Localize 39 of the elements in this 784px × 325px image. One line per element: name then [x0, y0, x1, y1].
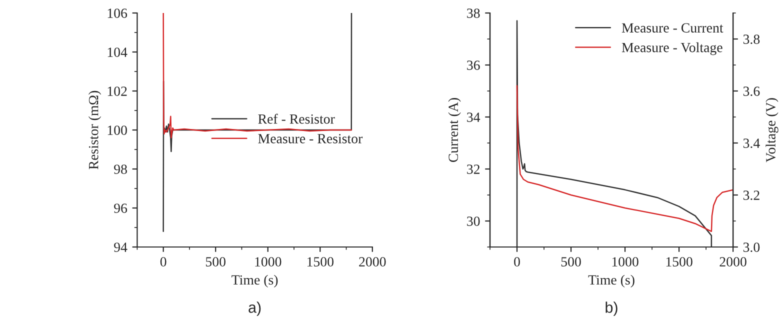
x-tick-label: 1500 — [307, 257, 334, 266]
y-tick-label: 100 — [108, 126, 127, 135]
y-axis-title: Resistor (mΩ) — [88, 90, 102, 170]
x-tick-label: 1000 — [255, 257, 282, 266]
y-tick-label: 96 — [114, 204, 128, 213]
x-tick-label: 0 — [514, 257, 520, 266]
y-axis-title: Current (A) — [448, 98, 461, 162]
line-series — [516, 85, 734, 232]
y-tick-label: 94 — [114, 242, 128, 252]
x-axis-title: Time (s) — [232, 274, 278, 288]
legend-label: Measure - Resistor — [258, 134, 363, 144]
y2-tick-label: 3.4 — [743, 138, 760, 148]
y-tick-label: 102 — [108, 86, 127, 96]
legend-label: Measure - Voltage — [622, 42, 722, 56]
y2-tick-label: 3.8 — [743, 34, 760, 44]
y-tick-label: 98 — [114, 164, 127, 174]
y2-tick-label: 3.6 — [743, 86, 760, 96]
y-tick-label: 38 — [467, 8, 480, 18]
y2-axis-title: Voltage (V) — [766, 98, 778, 162]
legend-label: Measure - Current — [622, 23, 724, 33]
legend-label: Ref - Resistor — [258, 114, 335, 124]
x-axis-title: Time (s) — [588, 274, 634, 288]
y-tick-label: 32 — [467, 164, 480, 174]
y-tick-label: 34 — [467, 112, 480, 122]
y2-tick-label: 3.0 — [743, 242, 760, 252]
text: a) — [248, 302, 261, 316]
x-tick-label: 1500 — [666, 257, 692, 266]
y-tick-label: 30 — [467, 216, 480, 226]
text: b) — [606, 302, 618, 316]
x-tick-label: 500 — [561, 257, 581, 266]
y-tick-label: 104 — [108, 48, 128, 57]
y-tick-label: 36 — [467, 60, 480, 70]
x-tick-label: 1000 — [612, 257, 638, 266]
y2-tick-label: 3.2 — [743, 190, 760, 200]
y-tick-label: 106 — [108, 8, 128, 18]
x-tick-label: 500 — [206, 257, 226, 266]
x-tick-label: 2000 — [359, 257, 386, 266]
x-tick-label: 0 — [160, 257, 166, 266]
x-tick-label: 2000 — [720, 257, 746, 266]
